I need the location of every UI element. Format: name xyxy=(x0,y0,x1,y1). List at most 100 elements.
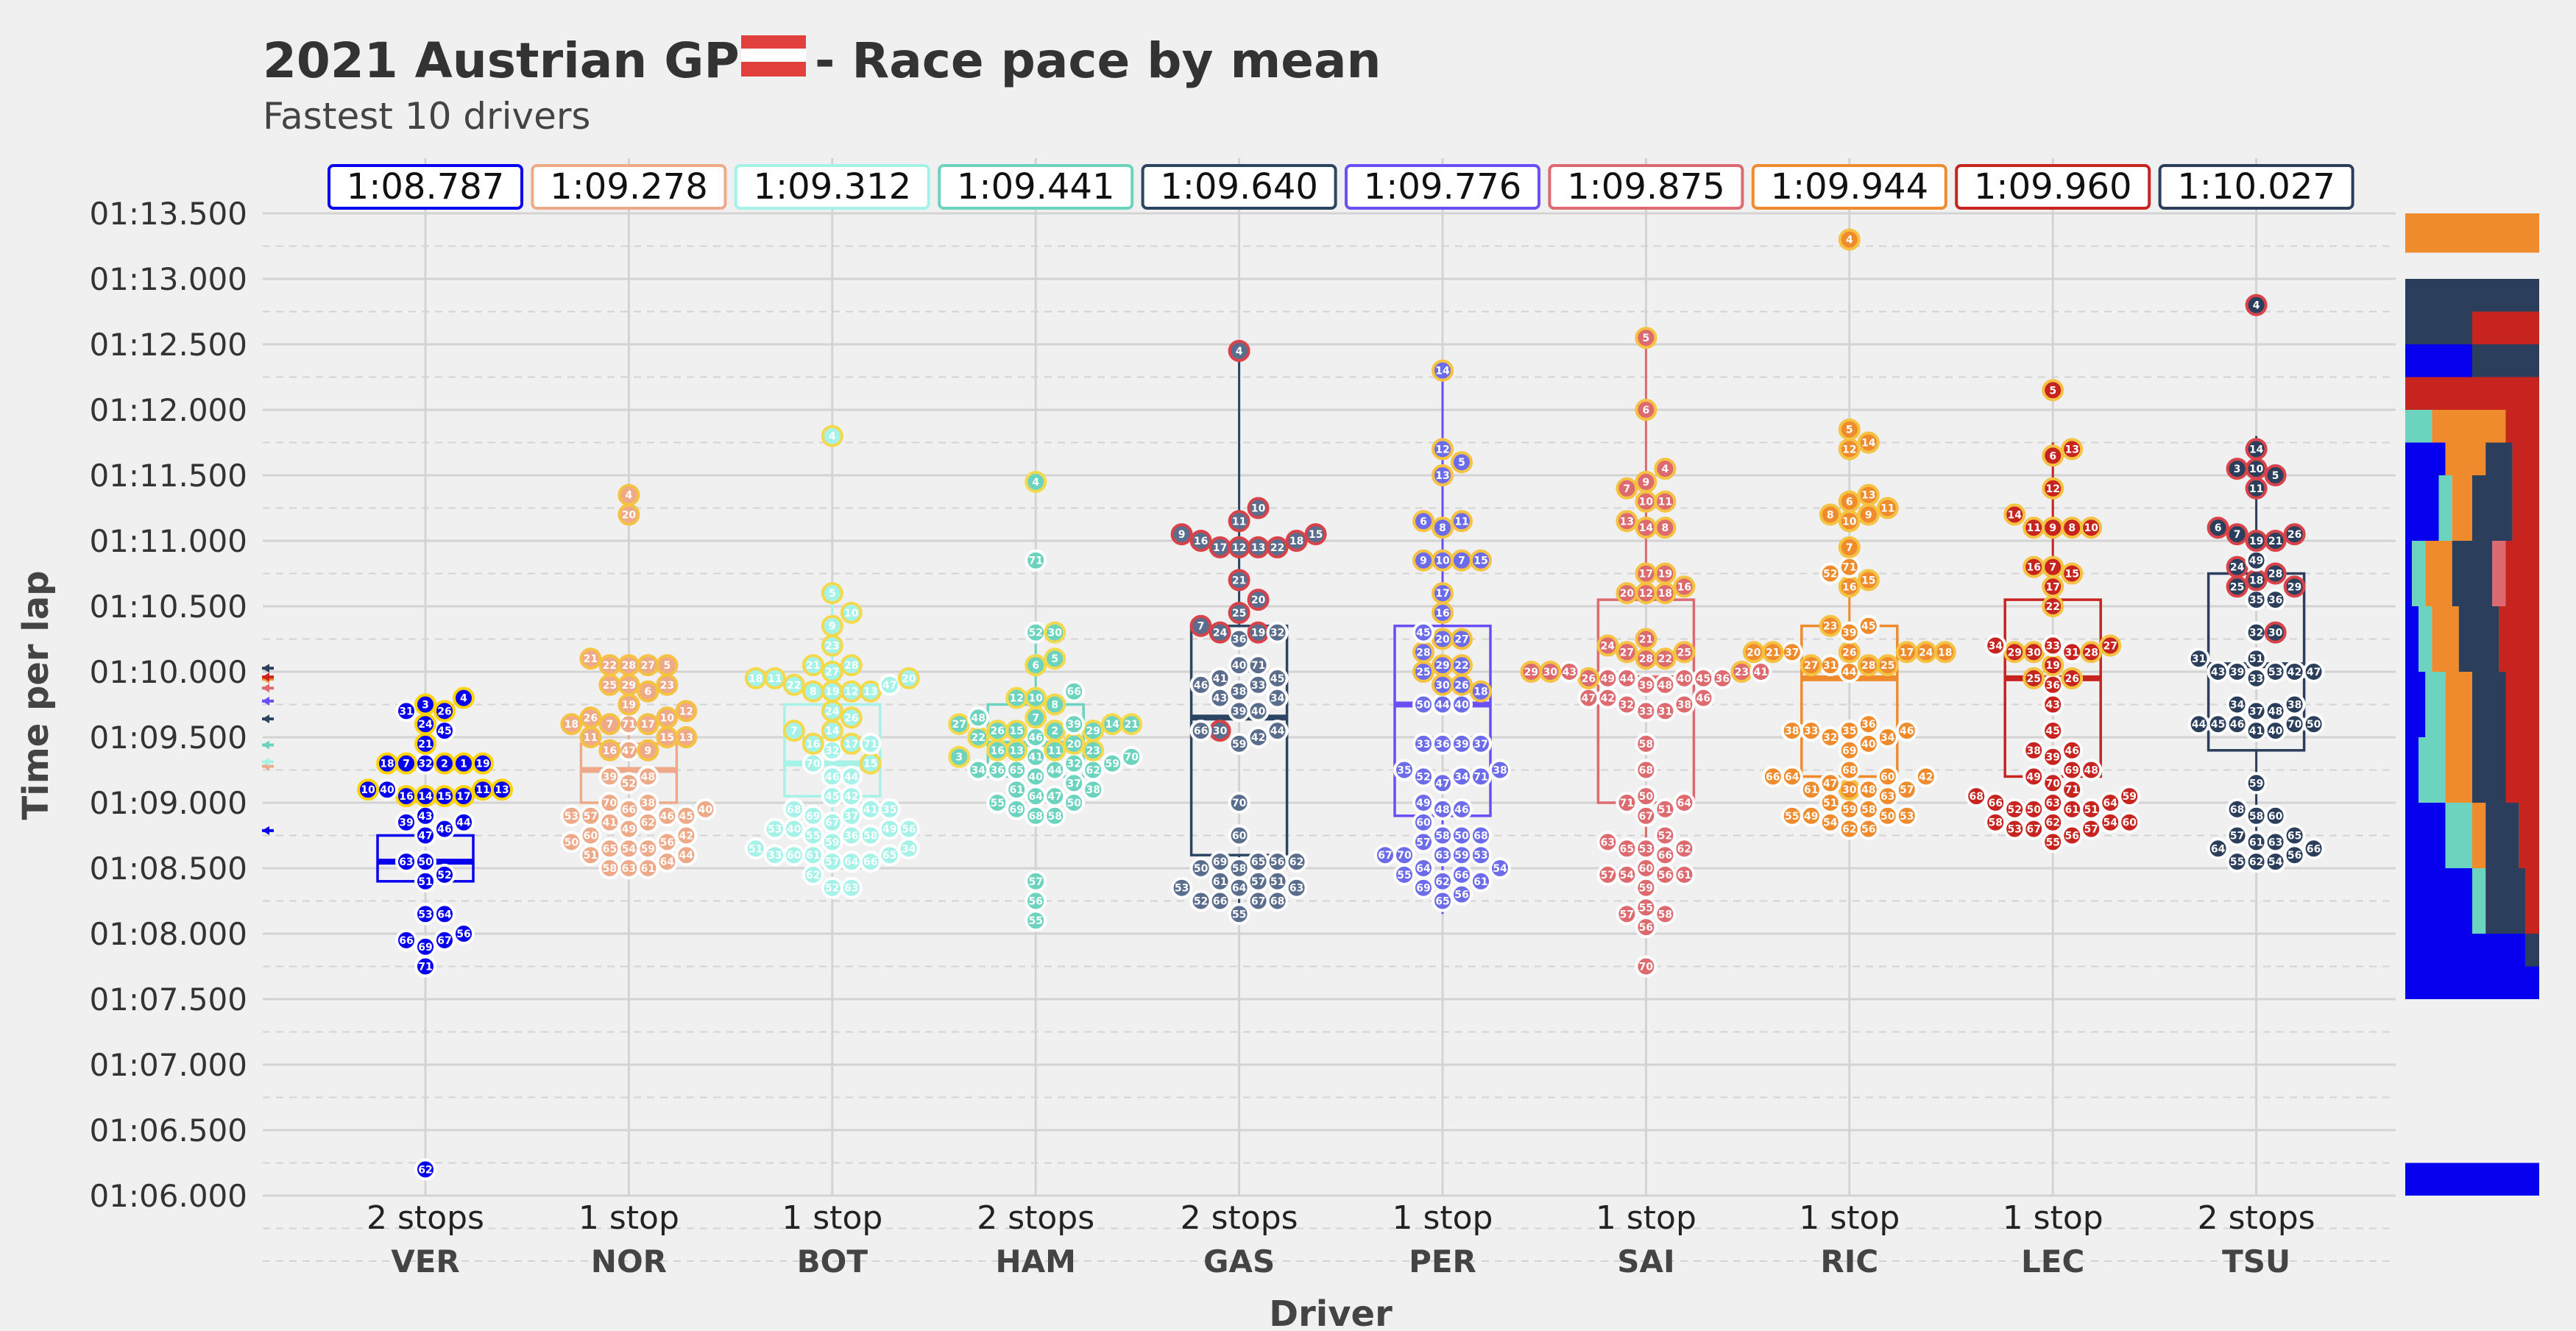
lap-number: 31 xyxy=(1658,706,1672,717)
lap-dot xyxy=(1451,510,1473,533)
lap-dot xyxy=(763,844,786,867)
lap-dot xyxy=(967,706,990,729)
lap-dot xyxy=(2003,641,2026,664)
lap-number: 53 xyxy=(1900,811,1914,823)
lap-number: 11 xyxy=(768,673,782,685)
lap-number: 68 xyxy=(2230,804,2244,816)
lap-dot xyxy=(2226,693,2248,716)
lap-number: 52 xyxy=(1028,628,1042,639)
lap-number: 44 xyxy=(1842,667,1857,678)
lap-number: 33 xyxy=(2045,640,2059,652)
lap-number: 50 xyxy=(1880,811,1895,823)
lap-number: 62 xyxy=(1289,856,1303,868)
lap-number: 45 xyxy=(825,791,839,803)
lap-dot xyxy=(694,798,717,820)
grid xyxy=(263,158,2396,1262)
lap-dot xyxy=(1780,720,1803,742)
lap-number: 33 xyxy=(768,850,782,862)
lap-number: 26 xyxy=(1582,673,1596,685)
mean-arrow-head xyxy=(262,684,269,693)
lap-dot xyxy=(2226,523,2248,546)
lap-dot xyxy=(2264,621,2287,644)
lap-number: 22 xyxy=(1270,542,1284,554)
lap-dot xyxy=(1025,549,1047,572)
lap-dot xyxy=(1228,601,1250,624)
lap-dot xyxy=(2042,772,2064,795)
lap-number: 18 xyxy=(1289,536,1303,547)
lap-dot xyxy=(2264,831,2287,853)
lap-number: 50 xyxy=(565,837,579,848)
lap-number: 45 xyxy=(2045,725,2059,737)
lap-number: 63 xyxy=(622,863,636,875)
lap-number: 70 xyxy=(806,759,821,770)
lap-dot xyxy=(821,582,843,605)
lap-number: 43 xyxy=(1563,667,1577,678)
lap-dot xyxy=(1432,870,1454,892)
lap-number: 27 xyxy=(1620,647,1634,659)
lap-number: 68 xyxy=(1473,831,1487,842)
lap-dot xyxy=(2245,294,2268,316)
x-tick-stops: 2 stops xyxy=(367,1199,484,1237)
mean-label: 1:09.278 xyxy=(550,166,708,207)
lap-dot xyxy=(1654,490,1677,513)
lap-number: 66 xyxy=(1066,686,1080,698)
lap-number: 39 xyxy=(1066,719,1080,731)
lap-dot xyxy=(675,726,698,748)
lap-dot xyxy=(1838,720,1861,742)
lap-number: 69 xyxy=(1416,883,1430,895)
lap-number: 63 xyxy=(2268,837,2282,848)
lap-number: 60 xyxy=(2268,811,2283,823)
lap-dot xyxy=(2023,556,2045,578)
lap-dot xyxy=(948,713,971,736)
lap-dot xyxy=(656,706,679,729)
lap-number: 21 xyxy=(1124,719,1138,731)
lap-dot xyxy=(1895,720,1918,742)
lap-number: 3 xyxy=(955,752,963,764)
lap-number: 68 xyxy=(787,804,801,816)
mean-label-box xyxy=(1751,164,1947,210)
lap-dot xyxy=(1616,582,1638,605)
lap-dot xyxy=(1489,759,1511,781)
lap-number: 46 xyxy=(825,771,839,783)
lap-number: 7 xyxy=(790,725,798,737)
lap-number: 10 xyxy=(2084,522,2098,534)
lap-dot xyxy=(2283,523,2306,546)
lap-dot xyxy=(1266,667,1289,689)
lap-number: 26 xyxy=(1454,680,1468,692)
lap-number: 20 xyxy=(1251,594,1266,606)
lap-dot xyxy=(560,804,583,827)
side-bar-segment xyxy=(2512,442,2539,475)
lap-dot xyxy=(744,837,767,860)
lap-number: 50 xyxy=(1454,831,1469,842)
lap-number: 17 xyxy=(641,719,655,731)
austria-flag-icon xyxy=(741,35,806,77)
lap-dot xyxy=(1044,720,1066,742)
lap-dot xyxy=(491,778,513,801)
lap-dot xyxy=(618,483,640,506)
lap-dot xyxy=(598,765,621,788)
lap-number: 10 xyxy=(1251,503,1266,515)
lap-number: 2 xyxy=(1051,725,1058,737)
lap-number: 4 xyxy=(2253,300,2260,312)
y-tick-label: 01:12.000 xyxy=(89,392,247,428)
lap-number: 10 xyxy=(1435,556,1450,567)
lap-number: 6 xyxy=(1643,405,1650,416)
x-tick-stops: 1 stop xyxy=(1596,1199,1696,1237)
x-axis-ticks: 2 stops VER 1 stop NOR 1 stop BOT 2 stops HAM 2 … xyxy=(367,1199,2315,1279)
lap-number: 70 xyxy=(1124,752,1139,764)
lap-number: 58 xyxy=(1435,831,1449,842)
lap-number: 7 xyxy=(2234,529,2241,541)
lap-dot xyxy=(802,732,824,755)
lap-number: 42 xyxy=(2287,667,2301,678)
lap-number: 46 xyxy=(1194,680,1208,692)
lap-number: 70 xyxy=(2045,778,2060,789)
lap-number: 3 xyxy=(2234,464,2241,475)
lap-number: 15 xyxy=(1861,575,1875,586)
lap-number: 56 xyxy=(902,824,916,836)
lap-dot xyxy=(1800,654,1822,677)
lap-number: 27 xyxy=(2103,640,2117,652)
lap-dot xyxy=(1914,765,1937,788)
lap-dot xyxy=(1780,804,1803,827)
lap-number: 40 xyxy=(1861,739,1876,750)
lap-number: 52 xyxy=(1823,569,1837,581)
